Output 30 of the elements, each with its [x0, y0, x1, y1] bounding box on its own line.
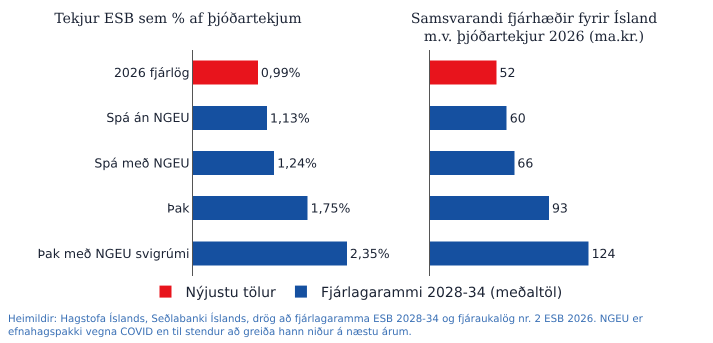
bar [430, 151, 514, 175]
bar [193, 196, 308, 220]
data-label: 52 [500, 65, 516, 80]
text: Heimildir: Hagstofa Íslands, Seðlabanki Íslands, drög að fjárlagaramma ESB 2028-34 og fjáraukalög nr. 2 ESB 2026. NGEU er efnahagspakki vegna COVID en til stendur að greiða hann niður á næstu árum. [8, 313, 644, 339]
y-tick-label: Þak [167, 200, 190, 216]
data-label: 1,75% [310, 200, 350, 216]
data-label: 0,99% [260, 65, 301, 80]
y-tick-label: Spá með NGEU [94, 155, 190, 170]
bar [430, 106, 507, 130]
bar [430, 60, 497, 85]
data-label: 66 [517, 156, 534, 170]
legend-label: Fjárlagarammi 2028-34 (meðaltöl) [320, 285, 562, 302]
bar [193, 241, 347, 266]
data-label: 1,24% [277, 156, 318, 170]
bar [430, 196, 549, 220]
y-tick-label: Þak með NGEU svigrúmi [37, 246, 190, 261]
bar [193, 60, 258, 85]
data-label: 93 [552, 200, 568, 216]
data-label: 60 [510, 110, 526, 126]
y-tick-label: 2026 fjárlög [114, 64, 190, 80]
data-label: 124 [592, 246, 616, 261]
data-label: 1,13% [270, 110, 310, 126]
legend-label: Nýjustu tölur [186, 285, 276, 302]
bar [193, 151, 274, 175]
bar [430, 241, 589, 266]
bar [193, 106, 268, 130]
data-label: 2,35% [350, 246, 390, 261]
chart-title: Tekjur ESB sem % af þjóðartekjum [54, 10, 302, 27]
chart-title: Samsvarandi fjárhæðir fyrir Ísland m.v. þjóðartekjur 2026 (ma.kr.) [410, 10, 658, 46]
y-tick-label: Spá án NGEU [106, 110, 190, 126]
